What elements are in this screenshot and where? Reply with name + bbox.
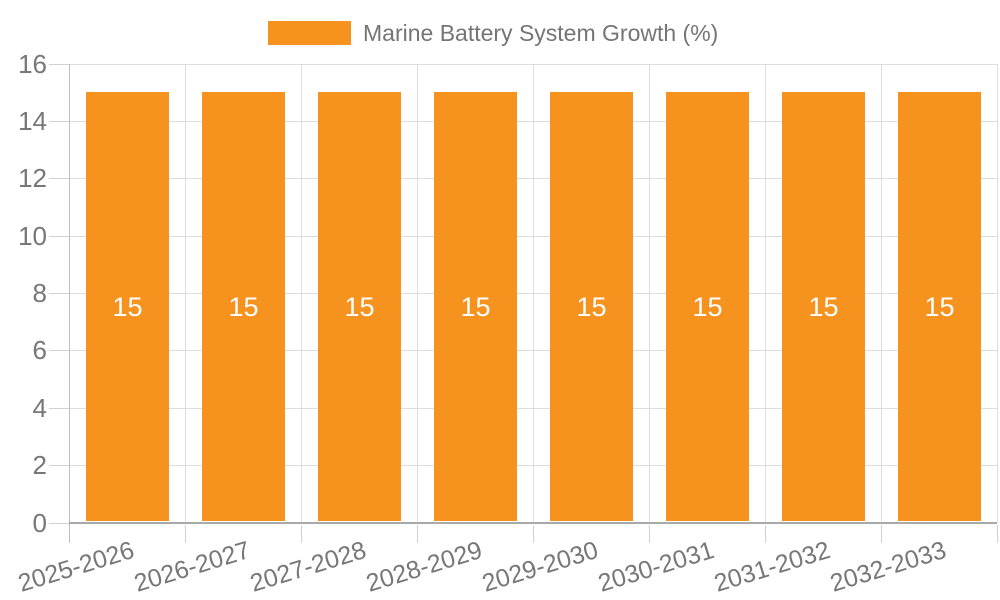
x-axis-tick [417, 525, 418, 543]
bar-2032-2033[interactable] [898, 92, 981, 521]
x-axis-tick [301, 525, 302, 543]
x-axis-tick [997, 525, 998, 543]
x-axis-tick [765, 525, 766, 543]
y-tick-label: 16 [18, 49, 47, 79]
bar-2030-2031[interactable] [666, 92, 749, 521]
legend-item[interactable]: Marine Battery System Growth (%) [268, 21, 718, 45]
legend-label: Marine Battery System Growth (%) [363, 20, 719, 46]
y-axis-tick [49, 523, 69, 524]
y-tick-label: 0 [32, 508, 47, 538]
y-tick-label: 14 [18, 106, 47, 136]
x-axis-tick [185, 525, 186, 543]
x-axis-tick [881, 525, 882, 543]
bar-2029-2030[interactable] [550, 92, 633, 521]
y-axis-tick [49, 236, 69, 237]
bar-2025-2026[interactable] [86, 92, 169, 521]
bar-2026-2027[interactable] [202, 92, 285, 521]
gridline-vertical [881, 64, 882, 523]
y-tick-label: 4 [32, 393, 47, 423]
bar-2031-2032[interactable] [782, 92, 865, 521]
x-tick-label: 2025-2026 [15, 536, 138, 598]
y-tick-label: 2 [32, 450, 47, 480]
y-tick-label: 8 [32, 278, 47, 308]
y-axis-tick [49, 350, 69, 351]
legend-swatch [268, 21, 351, 45]
x-axis-line [69, 522, 997, 524]
x-tick-label: 2027-2028 [247, 536, 370, 598]
y-axis-tick [49, 293, 69, 294]
x-tick-label: 2030-2031 [595, 536, 718, 598]
gridline-vertical [649, 64, 650, 523]
gridline-vertical [533, 64, 534, 523]
y-axis-line [69, 64, 70, 543]
bar-2027-2028[interactable] [318, 92, 401, 521]
x-tick-label: 2031-2032 [711, 536, 834, 598]
x-tick-label: 2026-2027 [131, 536, 254, 598]
x-tick-label: 2028-2029 [363, 536, 486, 598]
x-axis-tick [649, 525, 650, 543]
x-tick-label: 2032-2033 [827, 536, 950, 598]
gridline-vertical [417, 64, 418, 523]
y-axis-tick [49, 465, 69, 466]
gridline-vertical [997, 64, 998, 523]
y-axis-tick [49, 121, 69, 122]
y-axis-tick [49, 178, 69, 179]
gridline-vertical [301, 64, 302, 523]
y-tick-label: 10 [18, 221, 47, 251]
y-axis-tick [49, 408, 69, 409]
x-tick-label: 2029-2030 [479, 536, 602, 598]
gridline-vertical [765, 64, 766, 523]
bar-2028-2029[interactable] [434, 92, 517, 521]
y-tick-label: 6 [32, 335, 47, 365]
gridline-vertical [185, 64, 186, 523]
y-tick-label: 12 [18, 163, 47, 193]
x-axis-tick [533, 525, 534, 543]
y-axis-tick [49, 64, 69, 65]
